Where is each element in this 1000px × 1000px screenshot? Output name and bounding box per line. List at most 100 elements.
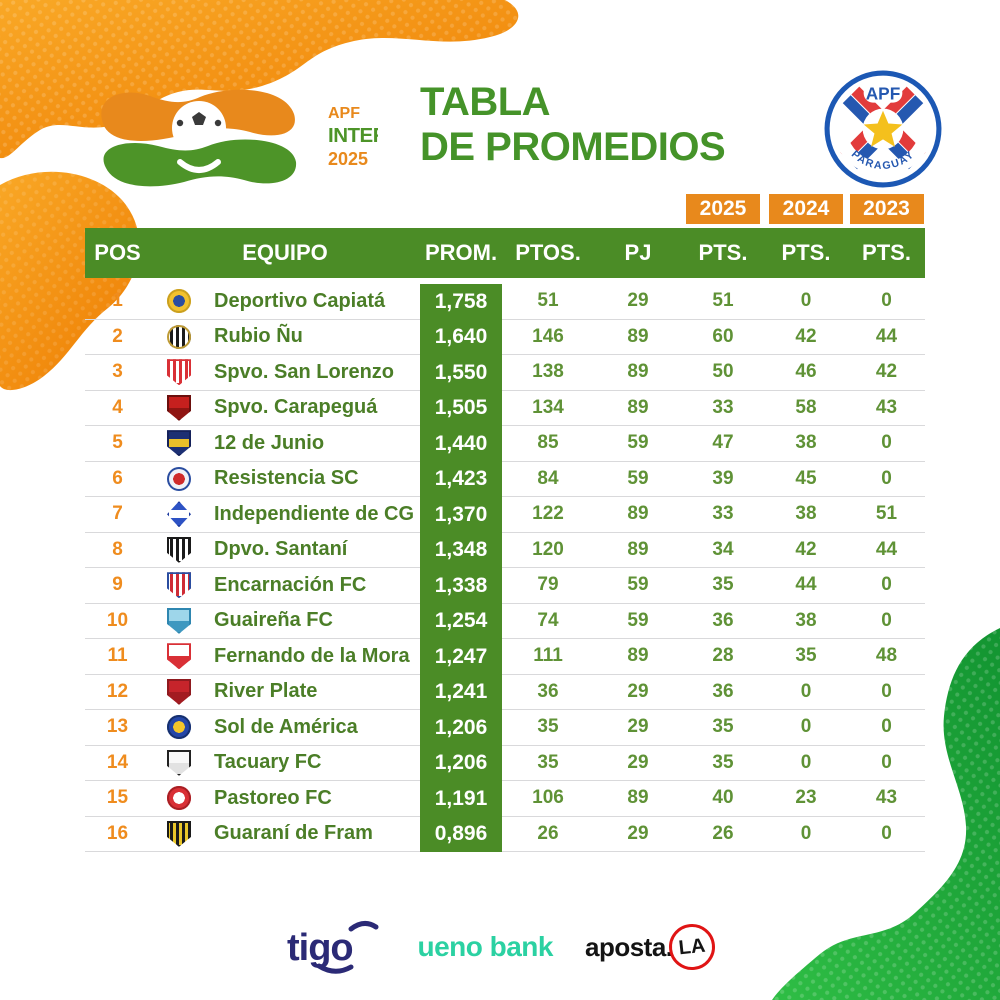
pts-2024-cell: 38 (764, 604, 848, 639)
column-header-prom: PROM. (424, 240, 498, 265)
team-logo-cell (150, 781, 208, 817)
team-name-cell: Deportivo Capiatá (208, 284, 420, 320)
prom-cell: 1,370 (420, 497, 502, 533)
pj-cell: 29 (594, 746, 682, 781)
ptos-cell: 26 (502, 817, 594, 852)
soccer-ball-icon (172, 101, 226, 155)
ptos-cell: 134 (502, 391, 594, 426)
apostala-text: aposta. (584, 931, 673, 962)
pts-2023-cell: 0 (848, 817, 925, 852)
green-blob-bottom-right (772, 628, 1000, 1000)
pj-cell: 29 (594, 675, 682, 710)
table-row: 11 Fernando de la Mora 1,247 111 89 28 35 48 (85, 639, 925, 675)
team-logo (167, 430, 191, 457)
ptos-cell: 146 (502, 320, 594, 355)
pj-cell: 29 (594, 710, 682, 746)
year-badge-2023: 2023 (849, 194, 924, 224)
pts-2025-cell: 40 (682, 781, 764, 817)
team-logo-cell (150, 426, 208, 462)
pts-2025-cell: 33 (682, 391, 764, 426)
team-logo (167, 359, 191, 386)
team-logo-cell (150, 604, 208, 639)
pj-cell: 89 (594, 391, 682, 426)
team-name-cell: Fernando de la Mora (208, 639, 420, 675)
pts-2025-cell: 35 (682, 746, 764, 781)
pts-2025-cell: 35 (682, 710, 764, 746)
team-name-cell: Spvo. Carapeguá (208, 391, 420, 426)
pts-2023-cell: 0 (848, 426, 925, 462)
prom-cell: 0,896 (420, 816, 502, 852)
pts-2024-cell: 0 (764, 746, 848, 781)
ptos-cell: 120 (502, 533, 594, 568)
pts-2023-cell: 42 (848, 355, 925, 391)
pts-2025-cell: 34 (682, 533, 764, 568)
prom-cell: 1,440 (420, 426, 502, 462)
pj-cell: 89 (594, 533, 682, 568)
team-logo-cell (150, 746, 208, 781)
table-row: 4 Spvo. Carapeguá 1,505 134 89 33 58 43 (85, 390, 925, 426)
ptos-cell: 85 (502, 426, 594, 462)
team-name-cell: Independiente de CG (208, 497, 420, 533)
table-row: 9 Encarnación FC 1,338 79 59 35 44 0 (85, 568, 925, 604)
team-logo-cell (150, 391, 208, 426)
column-header-equipo: EQUIPO (242, 240, 328, 265)
pts-2025-cell: 50 (682, 355, 764, 391)
ptos-cell: 51 (502, 284, 594, 320)
team-logo-cell (150, 355, 208, 391)
team-logo (167, 715, 191, 740)
table-row: 7 Independiente de CG 1,370 122 89 33 38 51 (85, 497, 925, 533)
pts-2025-cell: 60 (682, 320, 764, 355)
table-row: 5 12 de Junio 1,440 85 59 47 38 0 (85, 426, 925, 462)
table-row: 12 River Plate 1,241 36 29 36 0 0 (85, 674, 925, 710)
prom-cell: 1,206 (420, 745, 502, 781)
prom-cell: 1,254 (420, 603, 502, 639)
team-name-cell: Tacuary FC (208, 746, 420, 781)
table-row: 10 Guaireña FC 1,254 74 59 36 38 0 (85, 603, 925, 639)
team-logo-cell (150, 462, 208, 497)
team-name-cell: Encarnación FC (208, 568, 420, 604)
team-logo (167, 643, 191, 670)
team-logo (167, 607, 191, 634)
pts-2023-cell: 51 (848, 497, 925, 533)
title-line2: DE PROMEDIOS (420, 125, 726, 170)
pj-cell: 59 (594, 462, 682, 497)
position-cell: 14 (85, 746, 150, 781)
team-logo (167, 501, 191, 528)
team-logo (167, 786, 191, 811)
pts-2023-cell: 43 (848, 391, 925, 426)
team-logo-cell (150, 497, 208, 533)
position-cell: 10 (85, 604, 150, 639)
pj-cell: 89 (594, 781, 682, 817)
team-logo-cell (150, 533, 208, 568)
column-header-ptos: PTOS. (515, 240, 581, 265)
pts-2025-cell: 51 (682, 284, 764, 320)
team-name-cell: Rubio Ñu (208, 320, 420, 355)
crest-apf-text: APF (866, 84, 901, 104)
prom-cell: 1,758 (420, 284, 502, 320)
team-logo-cell (150, 710, 208, 746)
team-logo (167, 394, 191, 421)
pj-cell: 59 (594, 604, 682, 639)
team-logo-cell (150, 284, 208, 320)
ueno-bank-logo: ueno bank (417, 931, 553, 962)
pts-2025-cell: 33 (682, 497, 764, 533)
table-row: 15 Pastoreo FC 1,191 106 89 40 23 43 (85, 781, 925, 817)
prom-cell: 1,348 (420, 532, 502, 568)
column-header-pts: PTS. (862, 240, 911, 265)
prom-cell: 1,505 (420, 390, 502, 426)
ptos-cell: 111 (502, 639, 594, 675)
team-logo-cell (150, 568, 208, 604)
position-cell: 12 (85, 675, 150, 710)
pts-2024-cell: 0 (764, 675, 848, 710)
prom-cell: 1,206 (420, 710, 502, 746)
year-badge-2025: 2025 (686, 194, 760, 224)
team-logo-cell (150, 320, 208, 355)
pts-2023-cell: 0 (848, 710, 925, 746)
column-header-pos: POS (94, 240, 141, 265)
tigo-logo: tigo (287, 921, 379, 974)
orange-blob-top-left (0, 0, 519, 391)
ptos-cell: 79 (502, 568, 594, 604)
pts-2023-cell: 0 (848, 675, 925, 710)
position-cell: 7 (85, 497, 150, 533)
